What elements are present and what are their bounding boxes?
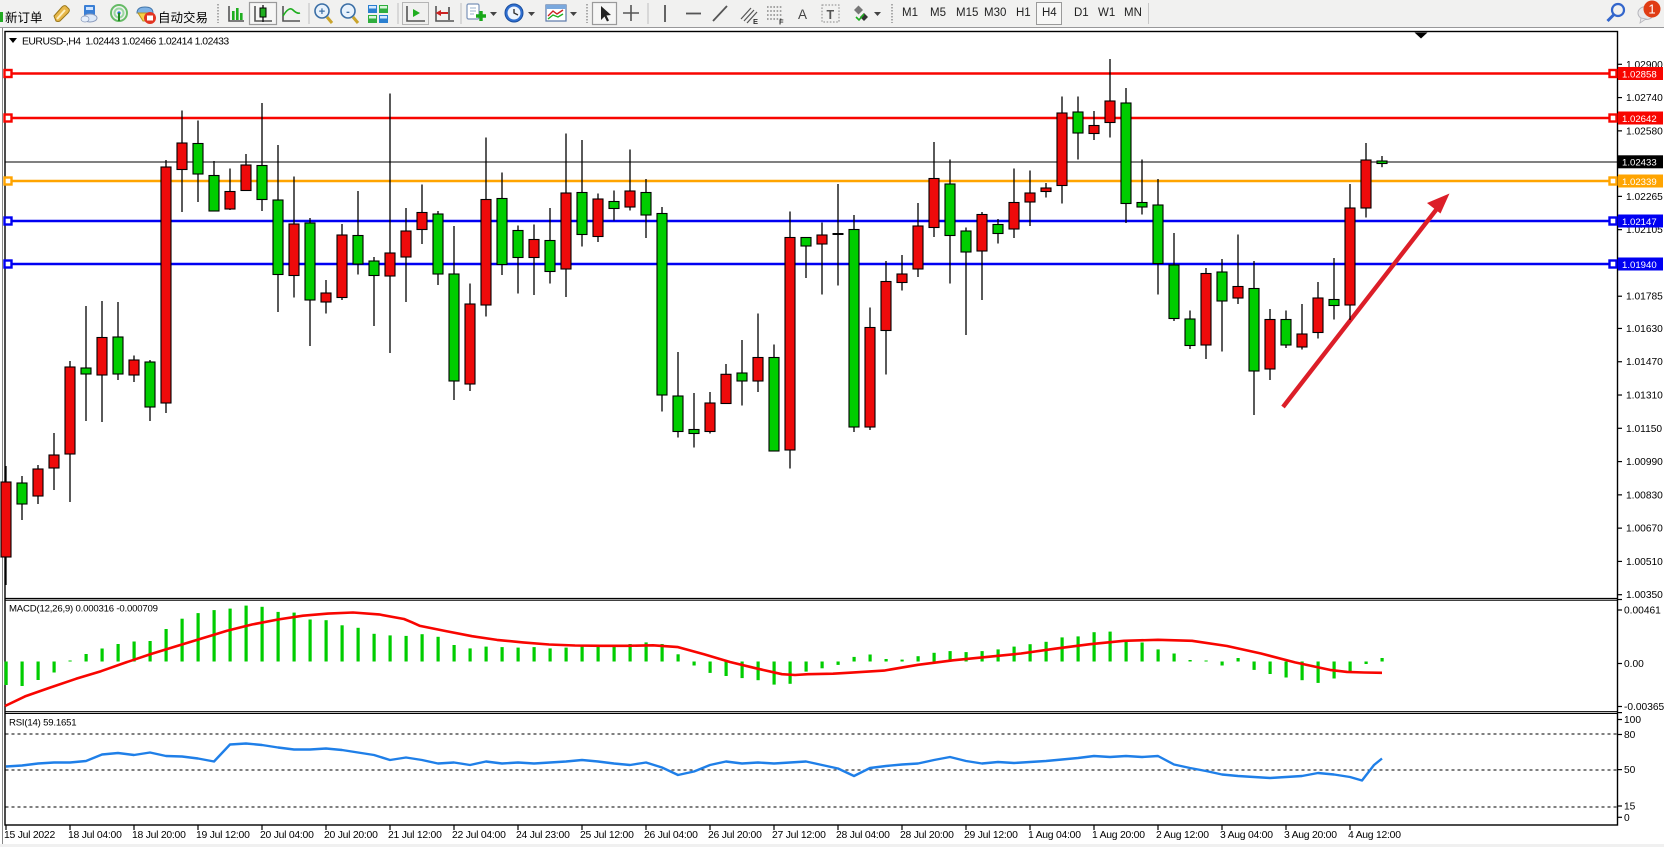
svg-text:1.02433: 1.02433	[1622, 158, 1657, 169]
svg-text:1.01310: 1.01310	[1626, 391, 1663, 402]
svg-text:20 Jul 20:00: 20 Jul 20:00	[324, 830, 378, 841]
svg-text:28 Jul 04:00: 28 Jul 04:00	[836, 830, 890, 841]
svg-text:1.01940: 1.01940	[1622, 260, 1657, 271]
svg-text:26 Jul 04:00: 26 Jul 04:00	[644, 830, 698, 841]
svg-text:-: -	[346, 6, 350, 18]
svg-text:15 Jul 2022: 15 Jul 2022	[4, 830, 55, 841]
svg-text:100: 100	[1624, 715, 1641, 726]
svg-text:EURUSD-,H4 1.02443 1.02466 1.: EURUSD-,H4 1.02443 1.02466 1.02414 1.024…	[22, 37, 229, 48]
svg-text:1.00830: 1.00830	[1626, 490, 1663, 501]
svg-text:0: 0	[1624, 813, 1630, 824]
svg-text:T: T	[827, 8, 835, 22]
svg-text:2 Aug 12:00: 2 Aug 12:00	[1156, 830, 1209, 841]
svg-text:1.02642: 1.02642	[1622, 114, 1657, 125]
svg-text:F: F	[779, 18, 784, 27]
svg-text:1.00670: 1.00670	[1626, 524, 1663, 535]
svg-text:20 Jul 04:00: 20 Jul 04:00	[260, 830, 314, 841]
svg-text:27 Jul 12:00: 27 Jul 12:00	[772, 830, 826, 841]
svg-text:18 Jul 04:00: 18 Jul 04:00	[68, 830, 122, 841]
svg-text:29 Jul 12:00: 29 Jul 12:00	[964, 830, 1018, 841]
svg-text:21 Jul 12:00: 21 Jul 12:00	[388, 830, 442, 841]
svg-text:-0.003652: -0.003652	[1624, 702, 1664, 713]
svg-text:15: 15	[1624, 802, 1636, 813]
svg-text:3 Aug 20:00: 3 Aug 20:00	[1284, 830, 1337, 841]
svg-text:50: 50	[1624, 765, 1636, 776]
svg-text:1.02265: 1.02265	[1626, 192, 1663, 203]
svg-text:A: A	[798, 7, 807, 22]
svg-text:+: +	[319, 6, 325, 18]
svg-text:1.02740: 1.02740	[1626, 93, 1663, 104]
svg-text:0.00: 0.00	[1624, 659, 1644, 670]
svg-text:1: 1	[1648, 2, 1655, 17]
svg-text:3 Aug 04:00: 3 Aug 04:00	[1220, 830, 1273, 841]
svg-text:1.00510: 1.00510	[1626, 557, 1663, 568]
svg-text:4 Aug 12:00: 4 Aug 12:00	[1348, 830, 1401, 841]
svg-text:1.02147: 1.02147	[1622, 217, 1657, 228]
svg-text:MACD(12,26,9) 0.000316 -0.0007: MACD(12,26,9) 0.000316 -0.000709	[9, 604, 158, 615]
svg-text:1 Aug 20:00: 1 Aug 20:00	[1092, 830, 1145, 841]
svg-text:28 Jul 20:00: 28 Jul 20:00	[900, 830, 954, 841]
svg-text:1.02580: 1.02580	[1626, 126, 1663, 137]
svg-text:1 Aug 04:00: 1 Aug 04:00	[1028, 830, 1081, 841]
svg-text:22 Jul 04:00: 22 Jul 04:00	[452, 830, 506, 841]
svg-text:1.00350: 1.00350	[1626, 590, 1663, 601]
svg-text:80: 80	[1624, 730, 1636, 741]
svg-text:1.01150: 1.01150	[1626, 424, 1662, 435]
svg-text:1.00990: 1.00990	[1626, 457, 1663, 468]
svg-text:25 Jul 12:00: 25 Jul 12:00	[580, 830, 634, 841]
svg-text:1.02900: 1.02900	[1626, 60, 1663, 71]
svg-text:18 Jul 20:00: 18 Jul 20:00	[132, 830, 186, 841]
svg-text:E: E	[753, 17, 758, 26]
svg-text:1.01630: 1.01630	[1626, 324, 1663, 335]
svg-text:0.00461: 0.00461	[1624, 606, 1661, 617]
svg-text:1.01470: 1.01470	[1626, 357, 1663, 368]
svg-text:24 Jul 23:00: 24 Jul 23:00	[516, 830, 570, 841]
svg-text:1.02858: 1.02858	[1622, 69, 1657, 80]
svg-text:1.02105: 1.02105	[1626, 225, 1663, 236]
svg-text:1.02339: 1.02339	[1622, 177, 1657, 188]
svg-text:1.01785: 1.01785	[1626, 292, 1663, 303]
svg-text:26 Jul 20:00: 26 Jul 20:00	[708, 830, 762, 841]
svg-text:RSI(14) 59.1651: RSI(14) 59.1651	[9, 718, 76, 729]
svg-text:19 Jul 12:00: 19 Jul 12:00	[196, 830, 250, 841]
